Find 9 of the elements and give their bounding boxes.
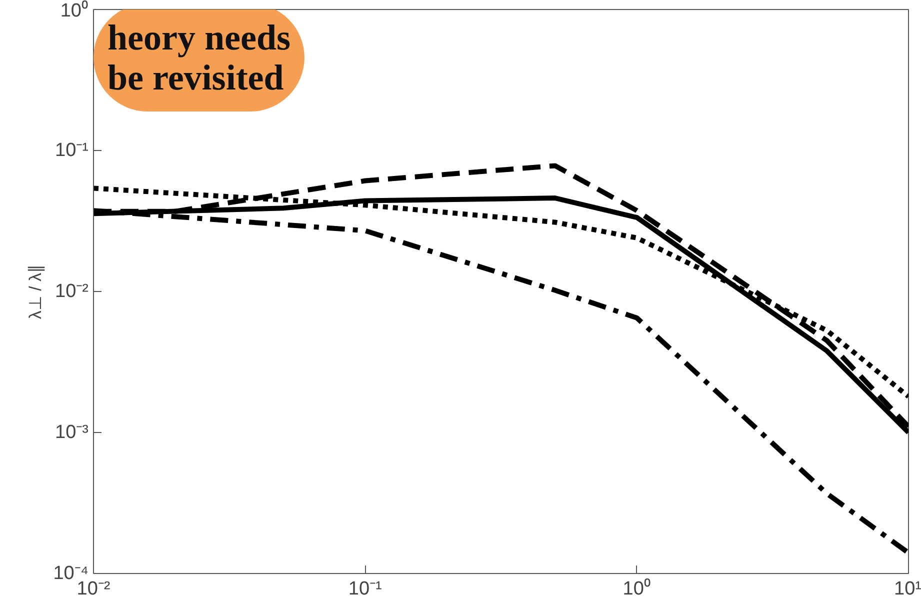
y-tick-label: 10⁻³ bbox=[55, 422, 89, 443]
x-tick-label: 10⁰ bbox=[622, 578, 651, 600]
y-tick-label: 10⁰ bbox=[60, 0, 89, 22]
annotation: heory needs be revisited bbox=[108, 18, 290, 98]
y-tick-label: 10⁻¹ bbox=[55, 140, 89, 161]
y-axis-title: λ⊥ / λ∥ bbox=[26, 264, 46, 320]
y-tick-label: 10⁻² bbox=[55, 281, 89, 302]
x-tick-label: 10¹ bbox=[894, 578, 921, 600]
x-tick-label: 10⁻¹ bbox=[348, 578, 382, 600]
